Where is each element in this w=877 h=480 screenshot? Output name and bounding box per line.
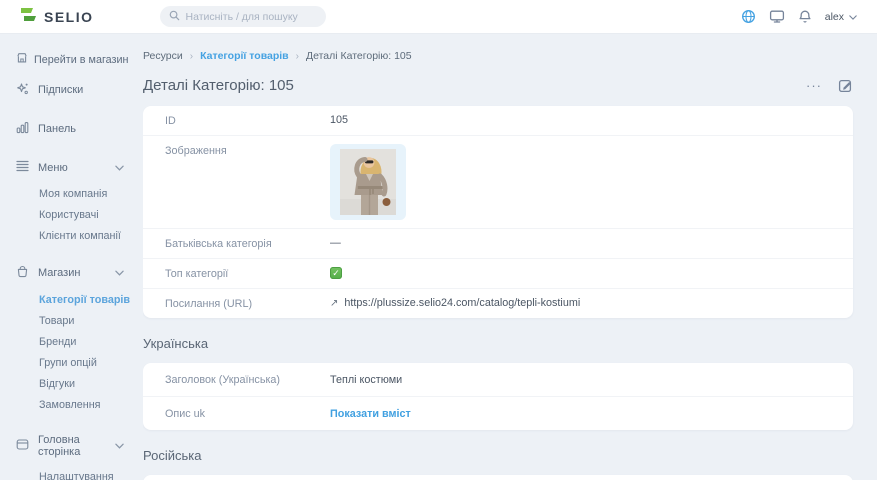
- sidebar-item-reviews[interactable]: Відгуки: [39, 377, 75, 390]
- row-value-parent-category: —: [330, 237, 341, 249]
- detail-row-image: Зображення: [143, 136, 853, 229]
- sidebar-group-homepage: Головна сторінка Налаштування блоку Бане…: [0, 426, 138, 480]
- sidebar-item-company-clients[interactable]: Клієнти компанії: [39, 229, 121, 242]
- sidebar-group-menu: Меню Моя компанія Користувачі Клієнти ко…: [0, 152, 138, 250]
- user-name: alex: [824, 10, 844, 23]
- category-details-card: ID 105 Зображення: [143, 106, 853, 318]
- detail-row-parent-category: Батьківська категорія —: [143, 229, 853, 259]
- sidebar-item-dashboard[interactable]: Панель: [0, 113, 138, 145]
- shopping-bag-icon: [16, 265, 29, 281]
- sidebar-submenu-store: Категорії товарів Товари Бренди Групи оп…: [0, 289, 138, 419]
- breadcrumb-current: Деталі Категорію: 105: [305, 50, 412, 62]
- breadcrumb-product-categories[interactable]: Категорії товарів: [200, 50, 289, 62]
- sidebar-item-option-groups[interactable]: Групи опцій: [39, 356, 97, 369]
- top-category-checkbox[interactable]: ✓: [330, 267, 342, 279]
- row-label: Опис uk: [165, 408, 206, 420]
- chevron-down-icon: [115, 267, 124, 279]
- row-value-url: ↗ https://plussize.selio24.com/catalog/t…: [330, 297, 580, 309]
- breadcrumb: Ресурси › Категорії товарів › Деталі Кат…: [143, 50, 853, 62]
- sidebar-item-label: Головна сторінка: [38, 434, 81, 458]
- row-label: ID: [165, 115, 176, 127]
- sidebar-group-subscriptions: Підписки: [0, 74, 138, 106]
- sidebar-item-block-settings[interactable]: Налаштування блоку: [39, 470, 114, 480]
- sparkles-icon: [16, 82, 29, 98]
- row-label: Посилання (URL): [165, 298, 253, 310]
- category-image-thumbnail[interactable]: [330, 144, 406, 220]
- bar-chart-icon: [16, 121, 29, 137]
- chevron-down-icon: [115, 440, 124, 452]
- section-title-ukrainian: Українська: [143, 336, 209, 351]
- breadcrumb-resources[interactable]: Ресурси: [143, 50, 183, 62]
- hamburger-icon: [16, 160, 29, 175]
- sidebar-item-label: Меню: [38, 161, 68, 174]
- sidebar-item-label: Панель: [38, 123, 77, 135]
- sidebar: Перейти в магазин Підписки Панель Меню: [0, 34, 138, 480]
- edit-button[interactable]: [838, 78, 853, 93]
- page-title: Деталі Категорію: 105: [143, 77, 294, 94]
- detail-row-url: Посилання (URL) ↗ https://plussize.selio…: [143, 289, 853, 318]
- search-icon: [169, 10, 180, 24]
- sidebar-group-store: Магазин Категорії товарів Товари Бренди …: [0, 257, 138, 419]
- row-label: Зображення: [165, 145, 227, 157]
- sidebar-item-label: Магазин: [38, 267, 81, 279]
- go-to-store-label: Перейти в магазин: [34, 53, 129, 66]
- search-input[interactable]: [185, 10, 317, 23]
- sidebar-item-brands[interactable]: Бренди: [39, 335, 77, 348]
- sidebar-item-products[interactable]: Товари: [39, 314, 75, 327]
- row-label: Топ категорії: [165, 268, 229, 280]
- notifications-bell-icon[interactable]: [798, 9, 812, 24]
- sidebar-item-users[interactable]: Користувачі: [39, 208, 99, 221]
- row-value-title-uk: Теплі костюми: [330, 373, 403, 386]
- selio-logo-icon: [20, 7, 37, 26]
- user-menu[interactable]: alex: [825, 11, 857, 23]
- sidebar-item-my-company[interactable]: Моя компанія: [39, 187, 108, 200]
- detail-row-id: ID 105: [143, 106, 853, 136]
- row-description-uk: Опис uk Показати вміст: [143, 397, 853, 430]
- row-value-top-category: ✓: [330, 267, 342, 279]
- page-header: Деталі Категорію: 105 ···: [143, 77, 853, 94]
- row-value-id: 105: [330, 114, 349, 126]
- sidebar-item-store[interactable]: Магазин: [0, 257, 138, 289]
- global-search[interactable]: [159, 6, 326, 27]
- chevron-down-icon: [849, 11, 857, 23]
- topbar-right: alex: [741, 9, 857, 24]
- browser-window-icon: [16, 438, 29, 454]
- go-to-store-link[interactable]: Перейти в магазин: [16, 52, 138, 67]
- breadcrumb-separator: ›: [189, 50, 194, 62]
- row-title-uk: Заголовок (Українська) Теплі костюми: [143, 363, 853, 397]
- row-title-ru: Заголовок (Російська) Тёплые костюмы: [143, 475, 853, 480]
- row-value-image: [330, 144, 406, 220]
- chevron-down-icon: [115, 162, 124, 174]
- sidebar-item-subscriptions[interactable]: Підписки: [0, 74, 138, 106]
- section-title-russian: Російська: [143, 448, 202, 463]
- category-photo: [340, 149, 396, 215]
- sidebar-item-product-categories[interactable]: Категорії товарів: [39, 293, 131, 306]
- sidebar-item-orders[interactable]: Замовлення: [39, 398, 101, 411]
- language-globe-icon[interactable]: [741, 9, 756, 24]
- page-actions: ···: [806, 78, 853, 93]
- category-url-link[interactable]: https://plussize.selio24.com/catalog/tep…: [344, 297, 581, 309]
- top-bar: SELIO alex: [0, 0, 877, 34]
- sidebar-group-dashboard: Панель: [0, 113, 138, 145]
- app-logo[interactable]: SELIO: [20, 7, 94, 26]
- ukrainian-card: Заголовок (Українська) Теплі костюми Опи…: [143, 363, 853, 430]
- logo-text: SELIO: [44, 8, 94, 25]
- row-label: Батьківська категорія: [165, 238, 272, 250]
- more-actions-button[interactable]: ···: [806, 77, 822, 93]
- row-label: Заголовок (Українська): [165, 374, 281, 386]
- show-content-link-uk[interactable]: Показати вміст: [330, 407, 411, 420]
- sidebar-item-homepage[interactable]: Головна сторінка: [0, 426, 138, 466]
- main-content: Ресурси › Категорії товарів › Деталі Кат…: [143, 34, 877, 480]
- external-link-icon: ↗: [330, 297, 339, 309]
- russian-card: Заголовок (Російська) Тёплые костюмы Опи…: [143, 475, 853, 480]
- sidebar-item-menu[interactable]: Меню: [0, 152, 138, 183]
- sidebar-submenu-menu: Моя компанія Користувачі Клієнти компані…: [0, 183, 138, 250]
- sidebar-item-label: Підписки: [38, 84, 84, 96]
- detail-row-top-category: Топ категорії ✓: [143, 259, 853, 289]
- sidebar-submenu-homepage: Налаштування блоку Банери Сторінки Новин…: [0, 466, 138, 480]
- display-icon[interactable]: [769, 9, 785, 24]
- breadcrumb-separator: ›: [295, 50, 299, 62]
- storefront-icon: [16, 52, 28, 67]
